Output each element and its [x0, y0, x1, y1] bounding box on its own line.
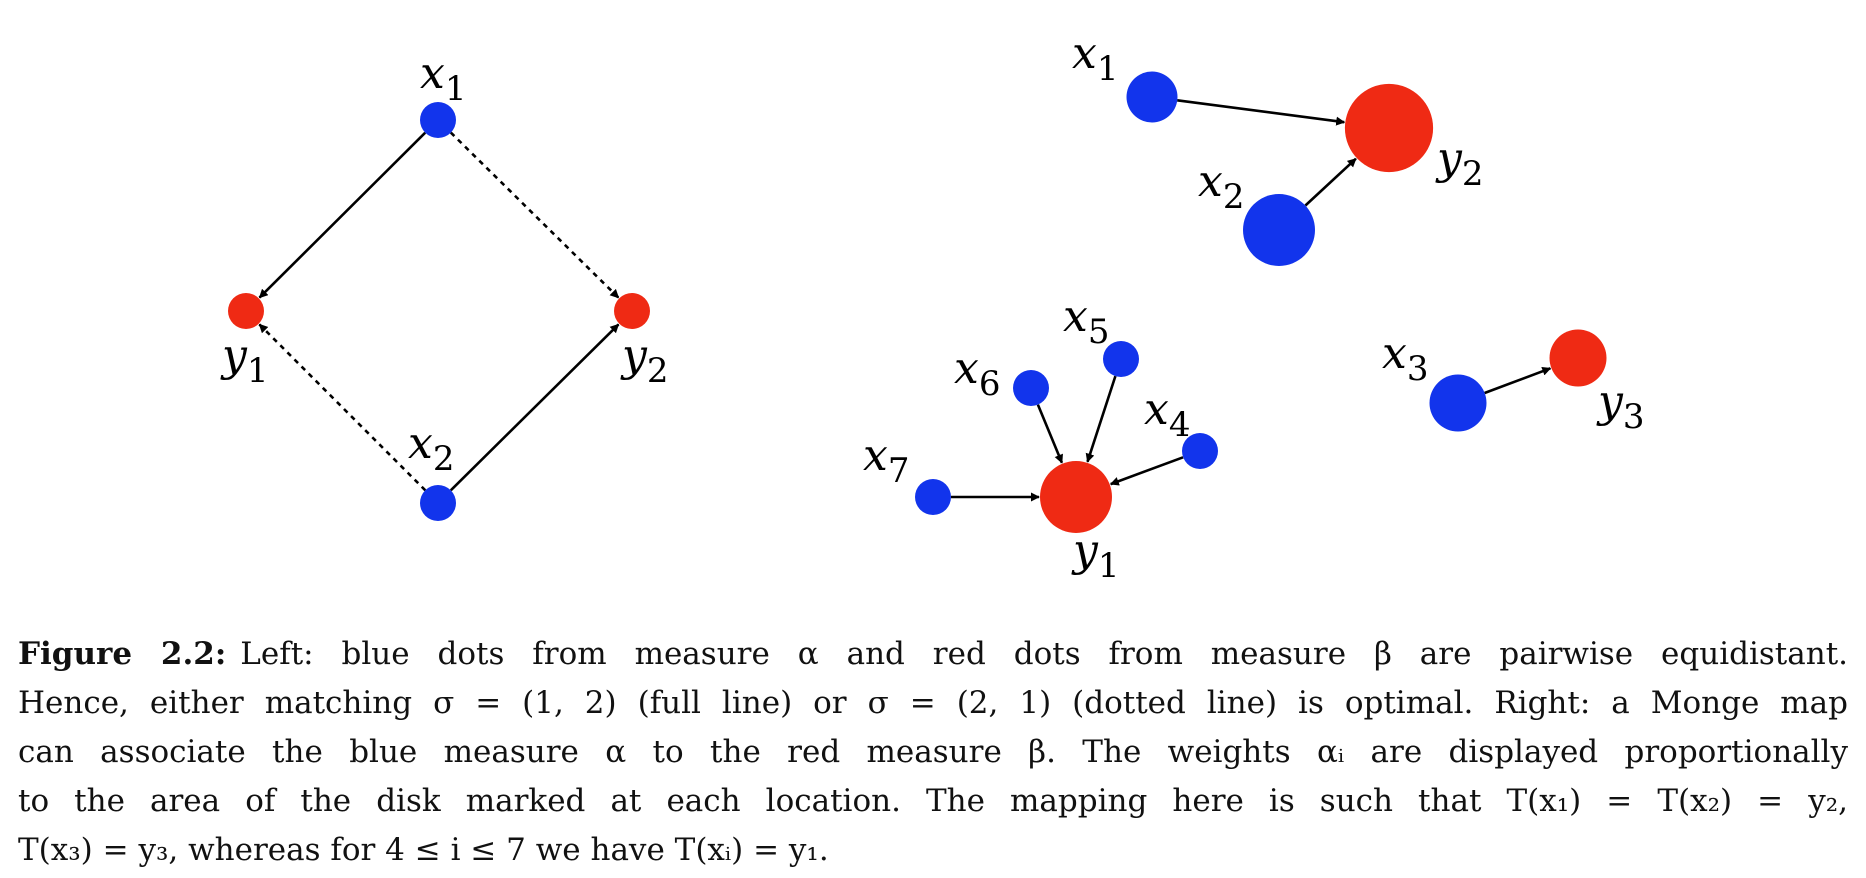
left-panel-labels: x1 x2 y1 y2	[220, 48, 669, 479]
right-panel-node-y2	[1344, 83, 1434, 173]
left-panel-node-x2	[420, 485, 456, 521]
left-panel-node-y1	[228, 293, 264, 329]
right-panel-labels: x1 x2 y2 x3 y3 x4 x5 x6 x7 y1	[863, 28, 1645, 586]
right-panel-label-x1: x1	[1072, 28, 1118, 89]
right-panel-node-y1	[1040, 461, 1112, 533]
left-panel-label-x1: x1	[420, 48, 466, 109]
figure-caption: Figure 2.2: Left: blue dots from measure …	[18, 630, 1848, 875]
right-panel-edge-x3-y3-solid	[1484, 366, 1552, 395]
right-panel-label-y1: y1	[1071, 525, 1120, 586]
left-panel-node-x1	[420, 102, 456, 138]
right-panel-node-x3	[1429, 374, 1487, 432]
left-panel-edge-x2-y2-solid	[449, 323, 620, 492]
caption-line-5: T(x₃) = y₃, whereas for 4 ≤ i ≤ 7 we hav…	[18, 832, 829, 868]
right-panel-node-x1	[1126, 71, 1178, 123]
caption-line-2: Hence, either matching σ = (1, 2) (full …	[18, 685, 1848, 721]
caption-line-1: Figure 2.2: Left: blue dots from measure …	[18, 636, 1848, 672]
right-panel-label-x2: x2	[1198, 156, 1244, 217]
left-panel-edge-x2-y1-dotted	[258, 323, 427, 492]
right-panel-node-x4	[1182, 433, 1218, 469]
caption-line-3: can associate the blue measure α to the …	[18, 734, 1848, 770]
right-panel-edge-x4-y1-solid	[1109, 456, 1184, 486]
right-panel-node-x5	[1103, 341, 1139, 377]
right-panel-label-x4: x4	[1144, 384, 1190, 445]
caption-line-4: to the area of the disk marked at each l…	[18, 783, 1848, 819]
figure-label: Figure 2.2:	[18, 636, 227, 672]
right-panel-edges	[951, 99, 1552, 502]
right-panel-label-x6: x6	[954, 343, 1000, 404]
left-panel-nodes	[228, 102, 650, 521]
left-panel-label-y1: y1	[220, 330, 269, 391]
right-panel-label-x3: x3	[1382, 328, 1428, 389]
right-panel-label-x5: x5	[1063, 291, 1109, 352]
left-panel-label-x2: x2	[408, 418, 454, 479]
figure-2-2-diagram: x1 x2 y1 y2 x1 x2 y2 x3 y3 x4 x5 x6 x7 y1	[220, 28, 1645, 586]
right-panel-node-x6	[1013, 370, 1049, 406]
left-panel-edge-x1-y2-dotted	[449, 131, 620, 299]
right-panel-label-y2: y2	[1435, 133, 1484, 194]
right-panel-edge-x5-y1-solid	[1085, 375, 1117, 463]
right-panel-edge-x1-y2-solid	[1177, 99, 1346, 126]
left-panel-edge-x1-y1-solid	[258, 131, 427, 299]
right-panel-edge-x2-y2-solid	[1304, 157, 1357, 207]
left-panel-label-y2: y2	[620, 330, 669, 391]
right-panel-node-x7	[915, 479, 951, 515]
right-panel-edge-x6-y1-solid	[1036, 404, 1064, 464]
left-panel-node-y2	[614, 293, 650, 329]
right-panel-label-y3: y3	[1596, 376, 1645, 437]
left-panel-edges	[258, 131, 620, 492]
right-panel-nodes	[915, 71, 1607, 533]
right-panel-node-x2	[1243, 194, 1315, 266]
right-panel-label-x7: x7	[863, 430, 909, 491]
right-panel-node-y3	[1549, 329, 1607, 387]
